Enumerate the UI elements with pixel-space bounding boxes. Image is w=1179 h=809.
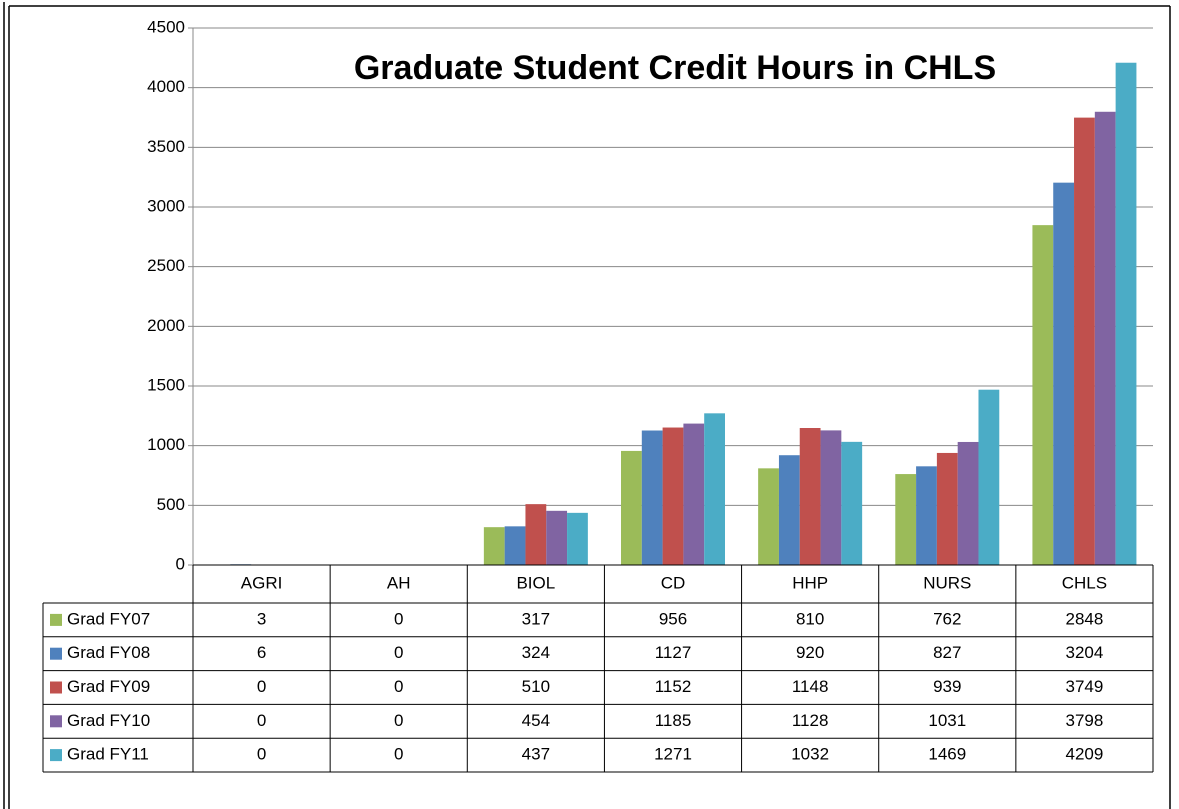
table-value: 762 xyxy=(933,609,961,628)
legend-label: Grad FY08 xyxy=(67,643,150,662)
y-tick-label: 3000 xyxy=(147,196,185,215)
table-value: 1127 xyxy=(655,643,692,662)
table-value: 939 xyxy=(933,677,961,696)
table-value: 0 xyxy=(394,609,403,628)
y-tick-label: 4500 xyxy=(147,17,185,36)
table-value: 0 xyxy=(394,677,403,696)
bar xyxy=(841,441,863,565)
bar xyxy=(1074,117,1095,566)
bar xyxy=(683,423,705,565)
table-value: 3204 xyxy=(1066,643,1104,662)
legend-label: Grad FY10 xyxy=(67,711,150,730)
table-value: 1185 xyxy=(655,711,692,730)
table-value: 437 xyxy=(522,745,550,764)
bar xyxy=(621,450,642,565)
table-value: 920 xyxy=(796,643,824,662)
table-value: 324 xyxy=(522,643,550,662)
bar xyxy=(1032,225,1054,565)
y-tick-label: 1000 xyxy=(147,435,185,454)
y-tick-label: 4000 xyxy=(147,77,185,96)
bar xyxy=(483,527,505,565)
bar xyxy=(799,428,821,565)
legend-swatch xyxy=(50,715,62,728)
legend-swatch xyxy=(50,681,62,694)
legend-label: Grad FY07 xyxy=(67,609,150,628)
chart-title: Graduate Student Credit Hours in CHLS xyxy=(354,49,996,87)
table-value: 1148 xyxy=(792,677,829,696)
bar xyxy=(662,427,684,565)
table-value: 1271 xyxy=(654,745,692,764)
legend-label: Grad FY09 xyxy=(67,677,150,696)
table-value: 1152 xyxy=(655,677,692,696)
x-tick-label: BIOL xyxy=(516,573,555,592)
table-value: 454 xyxy=(522,711,550,730)
bar xyxy=(978,389,1000,565)
table-value: 0 xyxy=(394,711,403,730)
x-tick-label: CD xyxy=(661,573,686,592)
bar xyxy=(546,510,568,565)
table-value: 0 xyxy=(394,643,403,662)
table-value: 3798 xyxy=(1066,711,1104,730)
y-tick-label: 3500 xyxy=(147,137,185,156)
table-value: 3749 xyxy=(1066,677,1104,696)
x-tick-label: AH xyxy=(387,573,411,592)
bar xyxy=(641,430,663,565)
table-value: 1469 xyxy=(928,745,966,764)
bar xyxy=(778,455,800,565)
table-value: 0 xyxy=(394,745,403,764)
bar xyxy=(820,430,842,565)
table-value: 4209 xyxy=(1066,745,1104,764)
table-value: 510 xyxy=(522,677,550,696)
table-value: 317 xyxy=(522,609,550,628)
table-value: 3 xyxy=(257,609,266,628)
bar xyxy=(1094,111,1116,565)
bar xyxy=(957,441,979,565)
legend-swatch xyxy=(50,613,62,626)
y-tick-label: 2500 xyxy=(147,256,185,275)
bar xyxy=(567,512,588,565)
bar xyxy=(895,474,917,565)
legend-swatch xyxy=(50,749,62,762)
legend-label: Grad FY11 xyxy=(67,745,149,764)
table-value: 0 xyxy=(257,677,266,696)
table-value: 0 xyxy=(257,711,266,730)
y-tick-label: 1500 xyxy=(147,375,185,394)
y-tick-label: 0 xyxy=(176,554,185,573)
table-value: 827 xyxy=(933,643,961,662)
bar xyxy=(525,504,547,565)
x-tick-label: CHLS xyxy=(1062,573,1107,592)
legend-swatch xyxy=(50,647,62,660)
x-tick-label: NURS xyxy=(923,573,971,592)
table-value: 810 xyxy=(796,609,824,628)
bar xyxy=(504,526,526,565)
bar xyxy=(1053,182,1075,565)
x-tick-label: AGRI xyxy=(241,573,283,592)
table-value: 2848 xyxy=(1066,609,1104,628)
bar xyxy=(936,452,958,565)
bar xyxy=(916,466,937,565)
table-value: 1128 xyxy=(792,711,829,730)
bar xyxy=(1115,62,1137,565)
table-value: 1031 xyxy=(928,711,966,730)
table-value: 956 xyxy=(659,609,687,628)
bar xyxy=(758,468,779,565)
y-tick-label: 2000 xyxy=(147,316,185,335)
table-value: 1032 xyxy=(791,745,829,764)
y-tick-label: 500 xyxy=(157,495,185,514)
table-value: 0 xyxy=(257,745,266,764)
bar xyxy=(704,413,725,565)
table-value: 6 xyxy=(257,643,266,662)
x-tick-label: HHP xyxy=(792,573,828,592)
